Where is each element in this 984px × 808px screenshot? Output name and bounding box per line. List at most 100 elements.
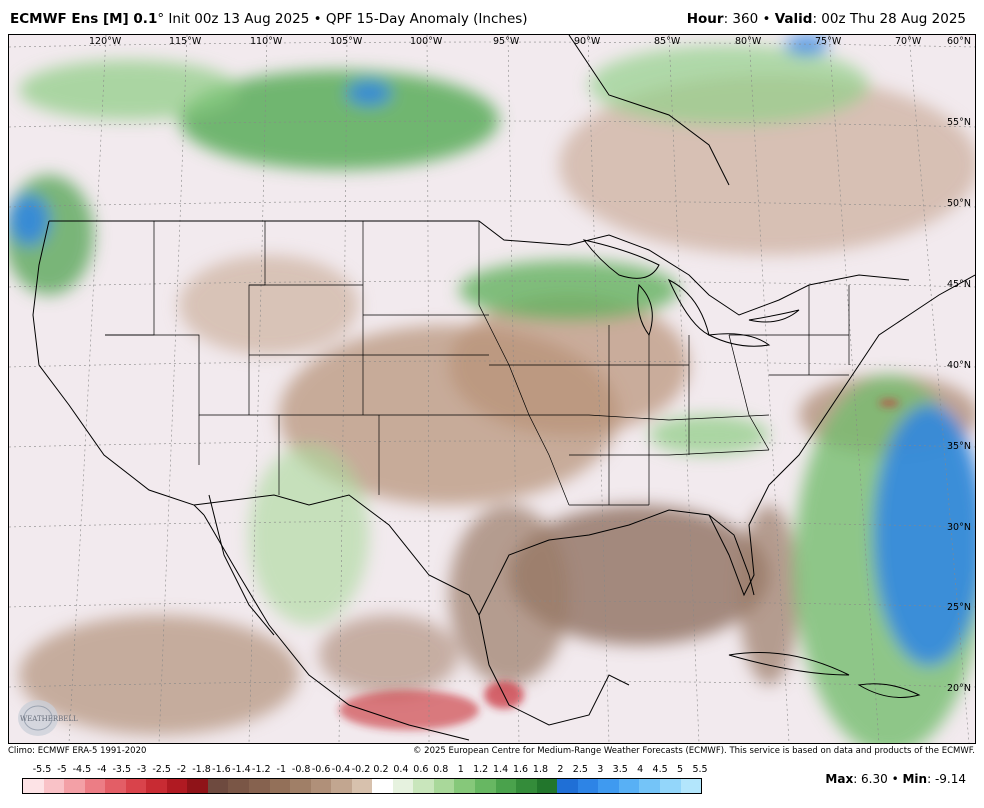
legend-tick-label: -2 [176,764,187,775]
legend-swatch [125,779,147,793]
lat-label: 55°N [947,117,971,128]
grid-labels: 120°W 115°W 110°W 105°W 100°W 95°W 90°W … [89,36,971,694]
legend-tick-label: -1.6 [212,764,231,775]
legend-swatch [43,779,65,793]
legend-labels: -5.5 -5 -4.5 -4 -3.5 -3 -2.5 -2 -1.8 -1.6 -1.4 -1.2… [22,764,708,777]
legend-tick-label: -0.6 [311,764,331,775]
legend-swatch [536,779,558,793]
lon-label: 120°W [89,36,122,47]
legend-swatch [454,779,476,793]
legend-swatch [639,779,660,793]
legend-tick-label: 5 [677,764,684,775]
lat-label: 20°N [947,683,971,694]
legend-tick-label: -1.4 [232,764,251,775]
legend-tick-label: 5.5 [692,764,708,775]
max-label: Max [825,772,854,786]
hour-value: : 360 • [723,11,775,27]
hour-label: Hour [686,11,724,27]
legend-tick-label: -2.5 [152,764,171,775]
legend-tick-label: -0.8 [291,764,311,775]
legend-swatch [105,779,126,793]
max-min-readout: Max: 6.30 • Min: -9.14 [825,772,966,786]
legend-tick-label: 0.8 [433,764,449,775]
legend-swatch [680,779,702,793]
copyright-note: © 2025 European Centre for Medium-Range … [412,746,975,756]
min-value: : -9.14 [927,772,966,786]
legend-tick-label: 1.8 [532,764,549,775]
legend-tick-label: -3.5 [112,764,132,775]
lon-label: 115°W [169,36,202,47]
lon-label: 90°W [574,36,601,47]
legend-tick-label: -1.2 [252,764,271,775]
color-legend: -5.5 -5 -4.5 -4 -3.5 -3 -2.5 -2 -1.8 -1.6 -1.4 -1.2… [22,764,708,794]
climo-note: Climo: ECMWF ERA-5 1991-2020 [8,746,147,756]
legend-swatch [331,779,352,793]
valid-label: Valid [774,11,813,27]
legend-swatch [495,779,517,793]
legend-swatch [166,779,188,793]
legend-swatch [392,779,414,793]
legend-swatch [290,779,311,793]
legend-tick-label: 4 [637,764,644,775]
graticule [9,35,975,743]
weatherbell-logo: WEATHERBELL [14,698,94,738]
legend-tick-label: 2 [557,764,564,775]
lon-label: 80°W [735,36,762,47]
legend-tick-label: 0.6 [413,764,429,775]
legend-tick-label: 4.5 [652,764,668,775]
legend-swatch [310,779,332,793]
legend-swatch [577,779,599,793]
map-canvas: 120°W 115°W 110°W 105°W 100°W 95°W 90°W … [9,35,975,743]
legend-swatch [659,779,681,793]
legend-tick-label: 0.4 [393,764,409,775]
map-header: ECMWF Ens [M] 0.1° Init 00z 13 Aug 2025 … [0,0,984,34]
lon-label: 75°W [815,36,842,47]
min-label: Min [902,772,928,786]
lon-label: 110°W [250,36,283,47]
lat-label: 35°N [947,441,971,452]
max-value: : 6.30 • [853,772,903,786]
legend-tick-label: 2.5 [572,764,588,775]
degree-symbol: ° [157,11,165,27]
legend-tick-label: 1.4 [493,764,509,775]
legend-swatch [413,779,434,793]
model-title: ECMWF Ens [M] 0.1° Init 00z 13 Aug 2025 … [10,11,528,27]
lat-label: 45°N [947,279,971,290]
legend-swatch [187,779,208,793]
legend-tick-label: -1.8 [192,764,211,775]
lon-label: 95°W [493,36,520,47]
legend-tick-label: -4 [97,764,107,775]
legend-colorbar [22,778,702,794]
legend-tick-label: -0.2 [351,764,371,775]
legend-swatch [84,779,106,793]
legend-tick-label: 1.6 [512,764,529,775]
dry-extremes [339,399,899,730]
legend-swatch [516,779,537,793]
svg-text:WEATHERBELL: WEATHERBELL [20,715,78,723]
model-name: ECMWF Ens [M] 0.1 [10,11,158,27]
lon-label: 100°W [410,36,443,47]
lat-label: 50°N [947,198,971,209]
anomaly-map[interactable]: 120°W 115°W 110°W 105°W 100°W 95°W 90°W … [8,34,976,744]
lon-label: 85°W [654,36,681,47]
legend-swatch [475,779,496,793]
legend-swatch [64,779,85,793]
legend-tick-label: -5.5 [32,764,52,775]
lat-label: 25°N [947,602,971,613]
legend-tick-label: 3 [597,764,604,775]
init-product: Init 00z 13 Aug 2025 • QPF 15-Day Anomal… [164,11,528,27]
legend-swatch [269,779,291,793]
lat-label: 60°N [947,36,971,47]
legend-tick-label: 3.5 [612,764,628,775]
legend-swatch [23,779,44,793]
legend-swatch [598,779,619,793]
lon-label: 70°W [895,36,922,47]
legend-swatch [207,779,229,793]
boundaries [32,35,975,741]
legend-tick-label: -0.4 [331,764,351,775]
valid-time: Hour: 360 • Valid: 00z Thu 28 Aug 2025 [687,11,966,27]
legend-swatch [372,779,393,793]
legend-swatch [557,779,578,793]
lat-label: 30°N [947,522,971,533]
legend-swatch [433,779,455,793]
